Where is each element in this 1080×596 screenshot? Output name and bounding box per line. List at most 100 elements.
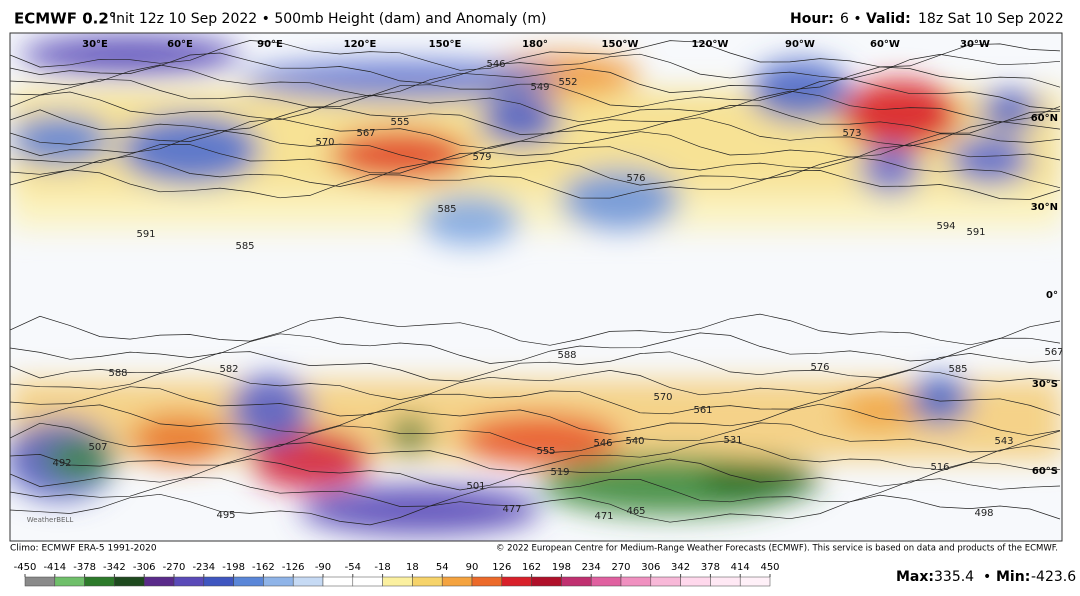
colorbar-cell xyxy=(84,576,115,587)
contours xyxy=(10,40,1061,526)
colorbar-cell xyxy=(739,576,771,587)
colorbar-label: -162 xyxy=(252,562,275,573)
anomaly xyxy=(20,35,240,75)
colorbar-label: -306 xyxy=(133,562,156,573)
hour-label: Hour: xyxy=(790,11,834,27)
anomaly xyxy=(390,417,430,453)
colorbar-label: -18 xyxy=(374,562,390,573)
contour-label: 492 xyxy=(52,458,71,469)
contour-label: 567 xyxy=(356,128,375,139)
contour-label: 576 xyxy=(810,362,829,373)
anomaly xyxy=(950,135,1030,185)
contour-label: 546 xyxy=(486,59,505,70)
contour-line xyxy=(10,403,1061,437)
colorbar-label: 162 xyxy=(522,562,541,573)
contour-label: 471 xyxy=(594,511,613,522)
lat-label: 30°S xyxy=(1032,379,1058,390)
colorbar-cell xyxy=(203,576,234,587)
title: Init 12z 10 Sep 2022 • 500mb Height (dam… xyxy=(112,11,546,27)
anomaly xyxy=(45,440,115,480)
lon-label: 120°E xyxy=(344,39,377,50)
contour-line xyxy=(10,169,1061,200)
contour-label: 591 xyxy=(136,229,155,240)
colorbar-cell xyxy=(501,576,532,587)
colorbar-cell xyxy=(322,576,354,587)
colorbar-cell xyxy=(292,576,324,587)
contour-label: 582 xyxy=(219,364,238,375)
contour-line xyxy=(10,493,1061,526)
contour-label: 477 xyxy=(502,504,521,515)
colorbar-label: 54 xyxy=(436,562,449,573)
anomaly xyxy=(420,195,520,245)
contour-line xyxy=(10,386,1061,417)
lon-label: 150°W xyxy=(602,39,639,50)
contour-line xyxy=(10,144,1061,174)
colorbar-cell xyxy=(143,576,175,587)
contour-label: 495 xyxy=(216,510,235,521)
contour-line xyxy=(10,313,1061,346)
map-frame xyxy=(9,32,1063,542)
colorbar-cell xyxy=(710,576,741,587)
anomaly xyxy=(860,145,920,195)
anomaly xyxy=(840,392,920,428)
hour: 6 • xyxy=(840,11,862,27)
contour-line xyxy=(10,130,1061,163)
max-label: Max: xyxy=(896,569,934,585)
colorbar-label: -270 xyxy=(163,562,186,573)
contour-line xyxy=(10,440,1061,472)
contour-line xyxy=(10,52,1061,84)
contour-line xyxy=(10,40,1061,71)
anomaly xyxy=(750,60,850,120)
contour-label: 591 xyxy=(966,227,985,238)
colorbar-cell xyxy=(352,576,383,587)
lat-label: 30°N xyxy=(1031,202,1058,213)
colorbar-cell xyxy=(24,576,56,587)
contour-line xyxy=(10,90,1061,123)
colorbar-label: -54 xyxy=(345,562,361,573)
contour-label: 561 xyxy=(693,405,712,416)
anomaly xyxy=(840,80,960,150)
anomaly xyxy=(560,170,680,230)
anomaly xyxy=(480,95,560,145)
warm-band xyxy=(10,190,1062,230)
anomaly xyxy=(10,115,110,165)
colorbar-cell xyxy=(561,576,592,587)
contour-label: 543 xyxy=(994,436,1013,447)
colorbar-label: -414 xyxy=(43,562,66,573)
colorbar-cell xyxy=(233,576,264,587)
model-name: ECMWF 0.2° xyxy=(14,10,116,28)
contour-label: 585 xyxy=(235,241,254,252)
contour-label: 555 xyxy=(390,117,409,128)
lat-label: 60°S xyxy=(1032,466,1058,477)
contour-label: 552 xyxy=(558,77,577,88)
colorbar-label: -450 xyxy=(14,562,37,573)
contour-label: 570 xyxy=(653,392,672,403)
colorbar-cell xyxy=(590,576,622,587)
colorbar: -450 -414 -378 -342 -306 -270 -234 -198 -162 -126… xyxy=(14,562,780,587)
contour-line xyxy=(10,476,1061,507)
colorbar-cell xyxy=(471,576,503,587)
colorbar-label: 270 xyxy=(611,562,630,573)
colorbar-cell xyxy=(263,576,294,587)
min-label: Min: xyxy=(996,569,1030,585)
contour-label: 579 xyxy=(472,152,491,163)
colorbar-label: -378 xyxy=(73,562,96,573)
contour-label: 507 xyxy=(88,442,107,453)
lon-label: 120°W xyxy=(692,39,729,50)
colorbar-cell xyxy=(412,576,443,587)
valid: 18z Sat 10 Sep 2022 xyxy=(918,11,1064,27)
colorbar-cell xyxy=(680,576,711,587)
contour-line xyxy=(10,78,1061,110)
contour-line xyxy=(10,64,1061,97)
contour-label: 588 xyxy=(108,368,127,379)
colorbar-label: 342 xyxy=(671,562,690,573)
colorbar-label: -90 xyxy=(315,562,331,573)
colorbar-label: 234 xyxy=(582,562,601,573)
colorbar-cell xyxy=(173,576,205,587)
contour-label: 546 xyxy=(593,438,612,449)
contour-label: 567 xyxy=(1044,347,1063,358)
contour-label: 519 xyxy=(550,467,569,478)
map: 30°E 60°E 90°E 120°E 150°E 180° 150°W 120°W 90°W… xyxy=(10,33,1063,541)
contour-line xyxy=(10,155,1061,189)
lon-label: 30°E xyxy=(82,39,108,50)
